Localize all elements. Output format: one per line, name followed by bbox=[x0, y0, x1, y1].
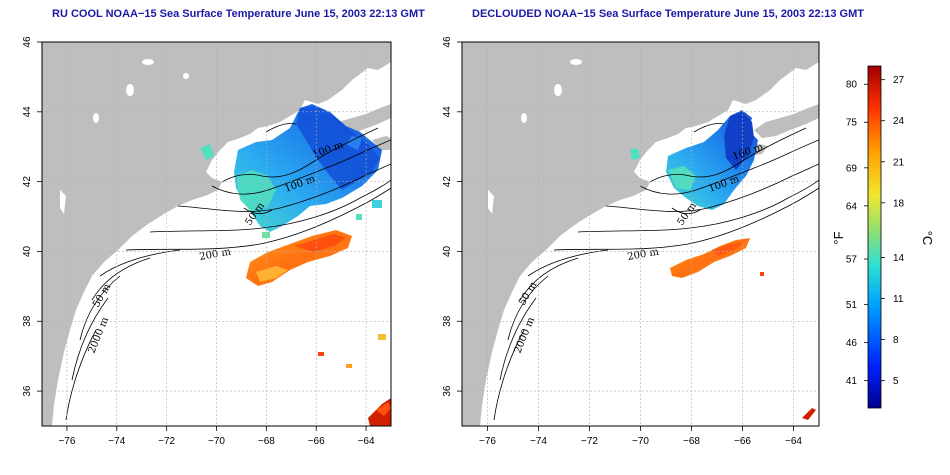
right-x-tick-label: −74 bbox=[530, 436, 547, 447]
colorbar-fahrenheit-tick-label: 41 bbox=[846, 376, 858, 387]
left-x-tick-label: −76 bbox=[58, 436, 75, 447]
colorbar-fahrenheit-label: °F bbox=[831, 231, 846, 244]
right-warm-sst bbox=[670, 238, 816, 420]
colorbar-celsius-tick-label: 8 bbox=[893, 335, 899, 346]
right-x-tick-label: −68 bbox=[683, 436, 700, 447]
left-y-tick-label: 46 bbox=[22, 36, 33, 48]
colorbar-celsius-label: °C bbox=[920, 231, 935, 246]
colorbar-fahrenheit-tick-label: 46 bbox=[846, 338, 858, 349]
colorbar-fahrenheit-tick-label: 57 bbox=[846, 255, 858, 266]
colorbar-celsius-tick-label: 14 bbox=[893, 253, 905, 264]
left-x-tick-label: −64 bbox=[358, 436, 375, 447]
left-warm-sst bbox=[246, 230, 391, 426]
colorbar: 5 8 11 14 18 21 24 27 41 46 51 57 64 69 75 80 °F °C bbox=[831, 65, 935, 409]
left-map-panel: 100 m 100 m 50 m 200 m 50 m 2000 m −76 −7… bbox=[22, 36, 392, 447]
colorbar-fahrenheit-tick-label: 64 bbox=[846, 201, 858, 212]
right-panel-title: DECLOUDED NOAA−15 Sea Surface Temperatur… bbox=[472, 8, 864, 20]
left-y-tick-label: 40 bbox=[22, 245, 33, 257]
right-x-tick-label: −70 bbox=[632, 436, 649, 447]
right-x-tick-label: −66 bbox=[734, 436, 751, 447]
left-x-tick-label: −72 bbox=[158, 436, 175, 447]
right-y-tick-label: 36 bbox=[442, 385, 453, 397]
colorbar-celsius-tick-label: 27 bbox=[893, 75, 905, 86]
colorbar-celsius-tick-label: 18 bbox=[893, 198, 905, 209]
left-x-tick-label: −66 bbox=[308, 436, 325, 447]
colorbar-fahrenheit-tick-label: 51 bbox=[846, 300, 858, 311]
right-y-tick-label: 40 bbox=[442, 245, 453, 257]
right-map-panel: 100 m 100 m 50 m 200 m 50 m 2000 m −76 −7… bbox=[442, 36, 820, 447]
left-y-tick-label: 38 bbox=[22, 315, 33, 327]
right-contours bbox=[493, 123, 819, 421]
colorbar-celsius-tick-label: 21 bbox=[893, 157, 905, 168]
right-x-tick-label: −76 bbox=[479, 436, 496, 447]
colorbar-celsius-tick-label: 5 bbox=[893, 376, 899, 387]
colorbar-fahrenheit-tick-label: 80 bbox=[846, 80, 858, 91]
right-y-tick-label: 42 bbox=[442, 176, 453, 188]
colorbar-scale bbox=[867, 65, 882, 409]
left-y-tick-label: 44 bbox=[22, 106, 33, 118]
left-x-tick-label: −68 bbox=[258, 436, 275, 447]
colorbar-celsius-tick-label: 24 bbox=[893, 116, 905, 127]
left-x-tick-label: −70 bbox=[208, 436, 225, 447]
left-axes: −76 −74 −72 −70 −68 −66 −64 36 38 40 42 44 46 bbox=[22, 36, 375, 447]
left-y-tick-label: 36 bbox=[22, 385, 33, 397]
colorbar-celsius-tick-label: 11 bbox=[893, 294, 904, 305]
right-cool-sst bbox=[630, 110, 758, 210]
right-axes: −76 −74 −72 −70 −68 −66 −64 36 38 40 42 44 46 bbox=[442, 36, 802, 447]
left-panel-title: RU COOL NOAA−15 Sea Surface Temperature … bbox=[52, 8, 425, 20]
left-gridlines bbox=[42, 42, 391, 426]
left-cool-sst bbox=[200, 104, 382, 238]
right-y-tick-label: 46 bbox=[442, 36, 453, 48]
right-gridlines bbox=[462, 42, 819, 426]
right-x-tick-label: −72 bbox=[581, 436, 598, 447]
right-y-tick-label: 44 bbox=[442, 106, 453, 118]
colorbar-fahrenheit-tick-label: 75 bbox=[846, 118, 858, 129]
left-x-tick-label: −74 bbox=[108, 436, 125, 447]
colorbar-fahrenheit-tick-label: 69 bbox=[846, 163, 858, 174]
right-x-tick-label: −64 bbox=[785, 436, 802, 447]
right-y-tick-label: 38 bbox=[442, 315, 453, 327]
left-y-tick-label: 42 bbox=[22, 176, 33, 188]
